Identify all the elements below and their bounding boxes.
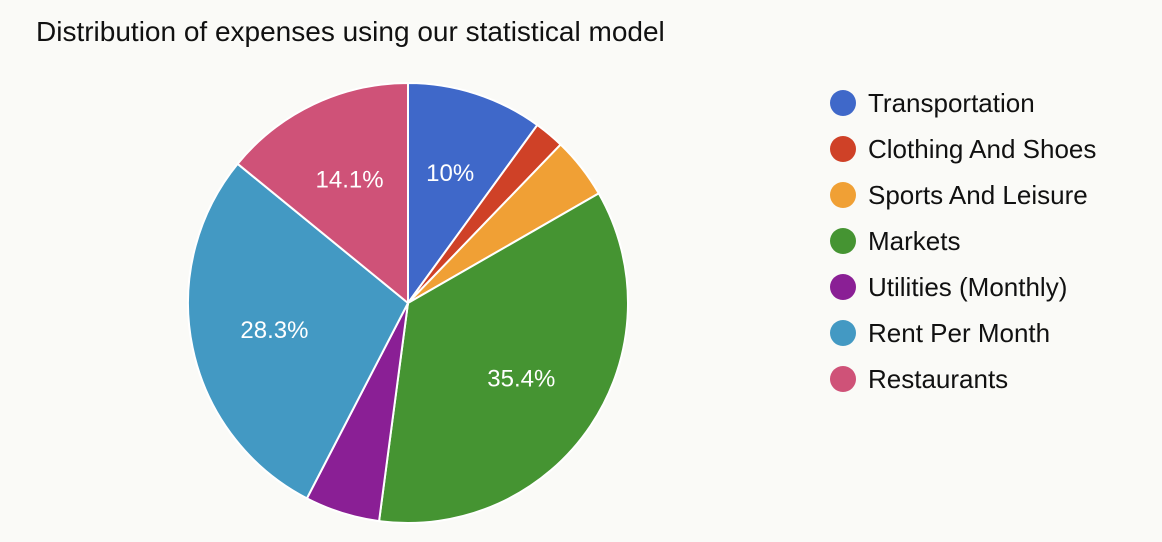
legend-item: Clothing And Shoes [830,126,1096,172]
legend-label: Markets [868,225,961,256]
legend-label: Restaurants [868,363,1009,394]
legend-swatch-icon [830,90,856,116]
legend-item: Transportation [830,80,1096,126]
pie-slice-transportation [407,81,539,307]
pie-slice-rent-per-month [187,162,410,500]
legend-item: Utilities (Monthly) [830,264,1096,310]
pie-slice-restaurants [236,81,409,306]
pie-slice-markets [377,192,629,524]
legend-label: Utilities (Monthly) [868,271,1068,302]
legend-label: Transportation [868,87,1035,118]
legend-item: Restaurants [830,356,1096,402]
legend-swatch-icon [830,320,856,346]
legend-swatch-icon [830,366,856,392]
legend-swatch-icon [830,228,856,254]
legend-item: Markets [830,218,1096,264]
chart-title: Distribution of expenses using our stati… [36,16,665,47]
slice-data-label: 14.1% [316,166,384,193]
legend-swatch-icon [830,136,856,162]
legend-label: Clothing And Shoes [868,133,1097,164]
legend-item: Sports And Leisure [830,172,1096,218]
slice-data-label: 10% [426,160,474,187]
legend: Transportation Clothing And Shoes Sports A… [830,80,1096,402]
slice-data-label: 35.4% [487,365,555,392]
legend-swatch-icon [830,182,856,208]
legend-swatch-icon [830,274,856,300]
legend-label: Rent Per Month [868,317,1051,348]
legend-item: Rent Per Month [830,310,1096,356]
legend-label: Sports And Leisure [868,179,1088,210]
slice-data-label: 28.3% [240,317,308,344]
